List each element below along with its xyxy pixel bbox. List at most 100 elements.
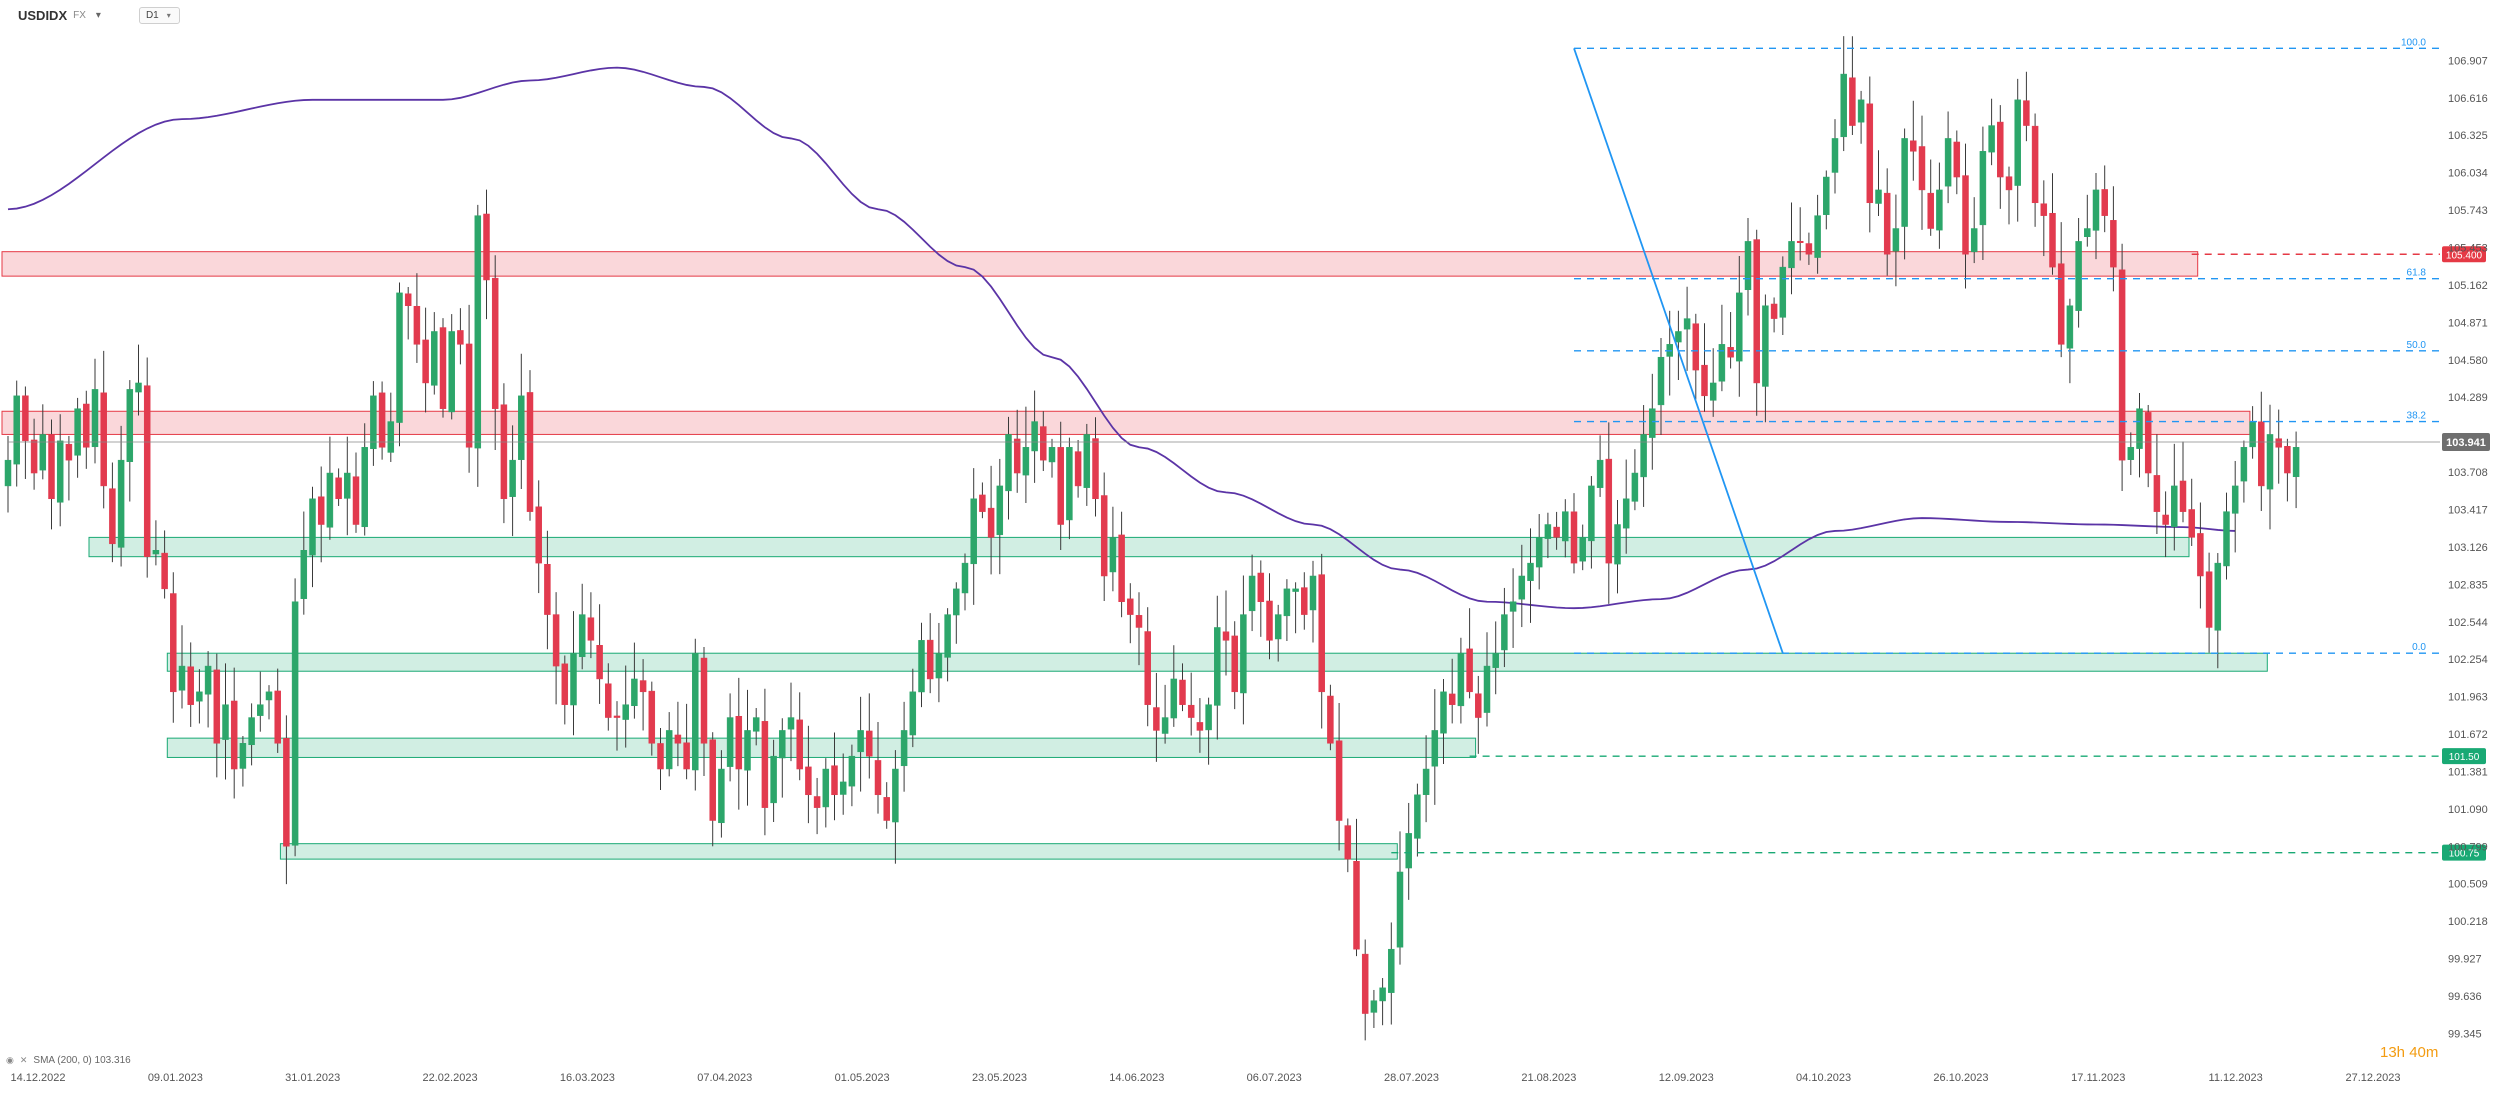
price-tick-label: 102.544 — [2448, 617, 2488, 629]
candle-body-bear — [1727, 347, 1734, 358]
candle-body-bear — [48, 434, 55, 500]
candle — [1979, 126, 1987, 261]
candle — [1466, 608, 1473, 699]
candle — [2258, 391, 2265, 511]
candle — [1057, 421, 1064, 550]
candle-body-bull — [1292, 588, 1299, 592]
candle-body-bull — [1823, 176, 1830, 215]
price-tick-label: 99.345 — [2448, 1029, 2482, 1041]
candle — [953, 582, 960, 644]
candle-body-bear — [535, 506, 542, 564]
candle — [1301, 572, 1308, 630]
price-tick-label: 100.218 — [2448, 916, 2488, 928]
candle — [274, 668, 281, 753]
candle — [1179, 663, 1186, 712]
price-tick-label: 101.963 — [2448, 692, 2488, 704]
visibility-icon[interactable]: ◉ — [6, 1055, 14, 1065]
support-zone — [88, 536, 2190, 558]
candle-body-bull — [1901, 138, 1908, 227]
candle — [2153, 434, 2161, 535]
candle-body-bear — [657, 743, 664, 770]
candle — [109, 462, 116, 563]
candle — [2084, 194, 2091, 247]
candle-body-bear — [2258, 421, 2265, 487]
close-icon[interactable]: ✕ — [19, 1055, 28, 1065]
candle-body-bear — [283, 737, 290, 847]
candle-body-bear — [22, 395, 29, 442]
candle-body-bull — [431, 331, 438, 386]
candle — [1553, 511, 1560, 550]
candle-body-bull — [718, 768, 725, 824]
candle — [1770, 297, 1778, 333]
candle-body-bear — [674, 734, 682, 744]
candle-body-bear — [1910, 140, 1917, 152]
candle — [2014, 78, 2021, 222]
candle-body-bull — [396, 292, 403, 423]
symbol-name[interactable]: USDIDX — [18, 7, 68, 23]
candle — [866, 693, 873, 779]
candle — [909, 668, 917, 748]
candle-body-bear — [1092, 438, 1099, 500]
candle — [1796, 207, 1804, 261]
candle — [831, 732, 838, 821]
candle — [1927, 159, 1934, 236]
candle — [352, 452, 360, 533]
candle — [796, 692, 803, 781]
candle-body-bear — [187, 666, 194, 705]
candle — [170, 572, 177, 723]
candle — [1440, 679, 1447, 764]
candle — [1431, 689, 1439, 805]
candle-body-bear — [413, 305, 421, 345]
candle-body-bear — [1796, 240, 1804, 243]
candle — [1701, 323, 1708, 412]
candle-body-bull — [135, 382, 142, 393]
candle — [1274, 604, 1282, 662]
candle — [1997, 105, 2004, 209]
candle-body-bull — [1422, 768, 1430, 795]
candle-body-bull — [1988, 125, 1995, 153]
candle — [222, 663, 229, 780]
indicator-legend: ◉ ✕ SMA (200, 0) 103.316 — [6, 1055, 131, 1066]
candle — [1631, 449, 1639, 511]
candle-body-bear — [1100, 495, 1108, 577]
candle — [1353, 818, 1360, 957]
candle — [1953, 130, 1961, 195]
candle — [1544, 512, 1552, 559]
candle-body-bull — [1762, 305, 1769, 387]
candle-body-bear — [596, 645, 603, 680]
candle-body-bear — [100, 392, 107, 487]
candle — [744, 689, 751, 806]
candle — [1187, 672, 1195, 736]
candle — [613, 701, 621, 751]
candle — [1779, 256, 1787, 335]
candle-body-bear — [561, 663, 569, 705]
candle — [787, 682, 795, 762]
candle-body-bull — [1388, 948, 1395, 993]
candle-body-bull — [918, 640, 925, 693]
candle-body-bull — [1248, 575, 1256, 612]
candle-body-bull — [2292, 447, 2300, 478]
candle — [1622, 459, 1630, 554]
candle-body-bull — [1501, 614, 1508, 651]
candle-body-bull — [900, 730, 908, 767]
candle-body-bull — [13, 395, 20, 465]
timeframe-select[interactable]: D1 ▾ — [138, 6, 180, 24]
candle-body-bear — [2040, 203, 2048, 216]
chevron-down-icon[interactable]: ▾ — [95, 9, 101, 21]
candle — [735, 677, 743, 810]
time-tick-label: 21.08.2023 — [1521, 1072, 1576, 1084]
candle — [1753, 229, 1760, 416]
candle — [1309, 560, 1317, 643]
candle — [1240, 575, 1247, 725]
candle — [2171, 443, 2178, 551]
candle-body-bear — [987, 507, 995, 538]
time-tick-label: 11.12.2023 — [2209, 1072, 2263, 1084]
candle-body-bear — [2110, 220, 2117, 268]
candle-body-bear — [1605, 458, 1613, 564]
candle-body-bull — [1736, 292, 1743, 362]
candle-body-bull — [265, 691, 273, 701]
candle — [22, 386, 29, 479]
candle — [465, 304, 473, 473]
candle-body-bear — [1962, 175, 1969, 255]
